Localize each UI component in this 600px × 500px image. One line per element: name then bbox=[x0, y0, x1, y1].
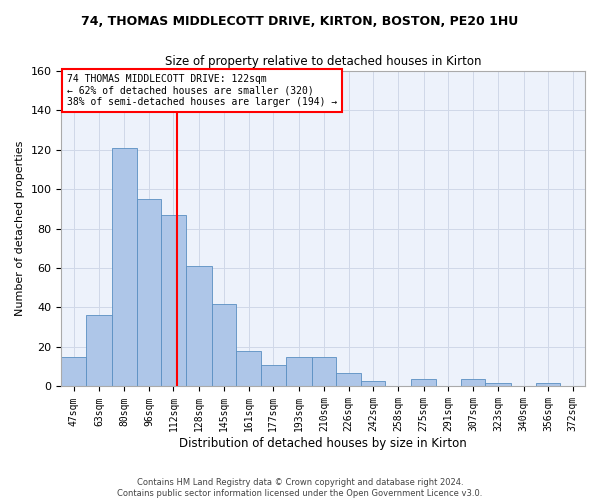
Bar bbox=[461, 378, 485, 386]
Text: Contains HM Land Registry data © Crown copyright and database right 2024.
Contai: Contains HM Land Registry data © Crown c… bbox=[118, 478, 482, 498]
Bar bbox=[236, 351, 261, 386]
Bar bbox=[536, 382, 560, 386]
Bar bbox=[485, 382, 511, 386]
Title: Size of property relative to detached houses in Kirton: Size of property relative to detached ho… bbox=[165, 55, 481, 68]
Bar bbox=[412, 378, 436, 386]
Y-axis label: Number of detached properties: Number of detached properties bbox=[15, 141, 25, 316]
Bar bbox=[86, 316, 112, 386]
Bar bbox=[261, 365, 286, 386]
Bar bbox=[186, 266, 212, 386]
Bar bbox=[361, 380, 385, 386]
Bar bbox=[137, 199, 161, 386]
Text: 74 THOMAS MIDDLECOTT DRIVE: 122sqm
← 62% of detached houses are smaller (320)
38: 74 THOMAS MIDDLECOTT DRIVE: 122sqm ← 62%… bbox=[67, 74, 337, 107]
Bar bbox=[212, 304, 236, 386]
Bar bbox=[286, 357, 311, 386]
Bar bbox=[61, 357, 86, 386]
Bar bbox=[336, 372, 361, 386]
Bar bbox=[112, 148, 137, 386]
X-axis label: Distribution of detached houses by size in Kirton: Distribution of detached houses by size … bbox=[179, 437, 467, 450]
Text: 74, THOMAS MIDDLECOTT DRIVE, KIRTON, BOSTON, PE20 1HU: 74, THOMAS MIDDLECOTT DRIVE, KIRTON, BOS… bbox=[82, 15, 518, 28]
Bar bbox=[311, 357, 336, 386]
Bar bbox=[161, 214, 186, 386]
